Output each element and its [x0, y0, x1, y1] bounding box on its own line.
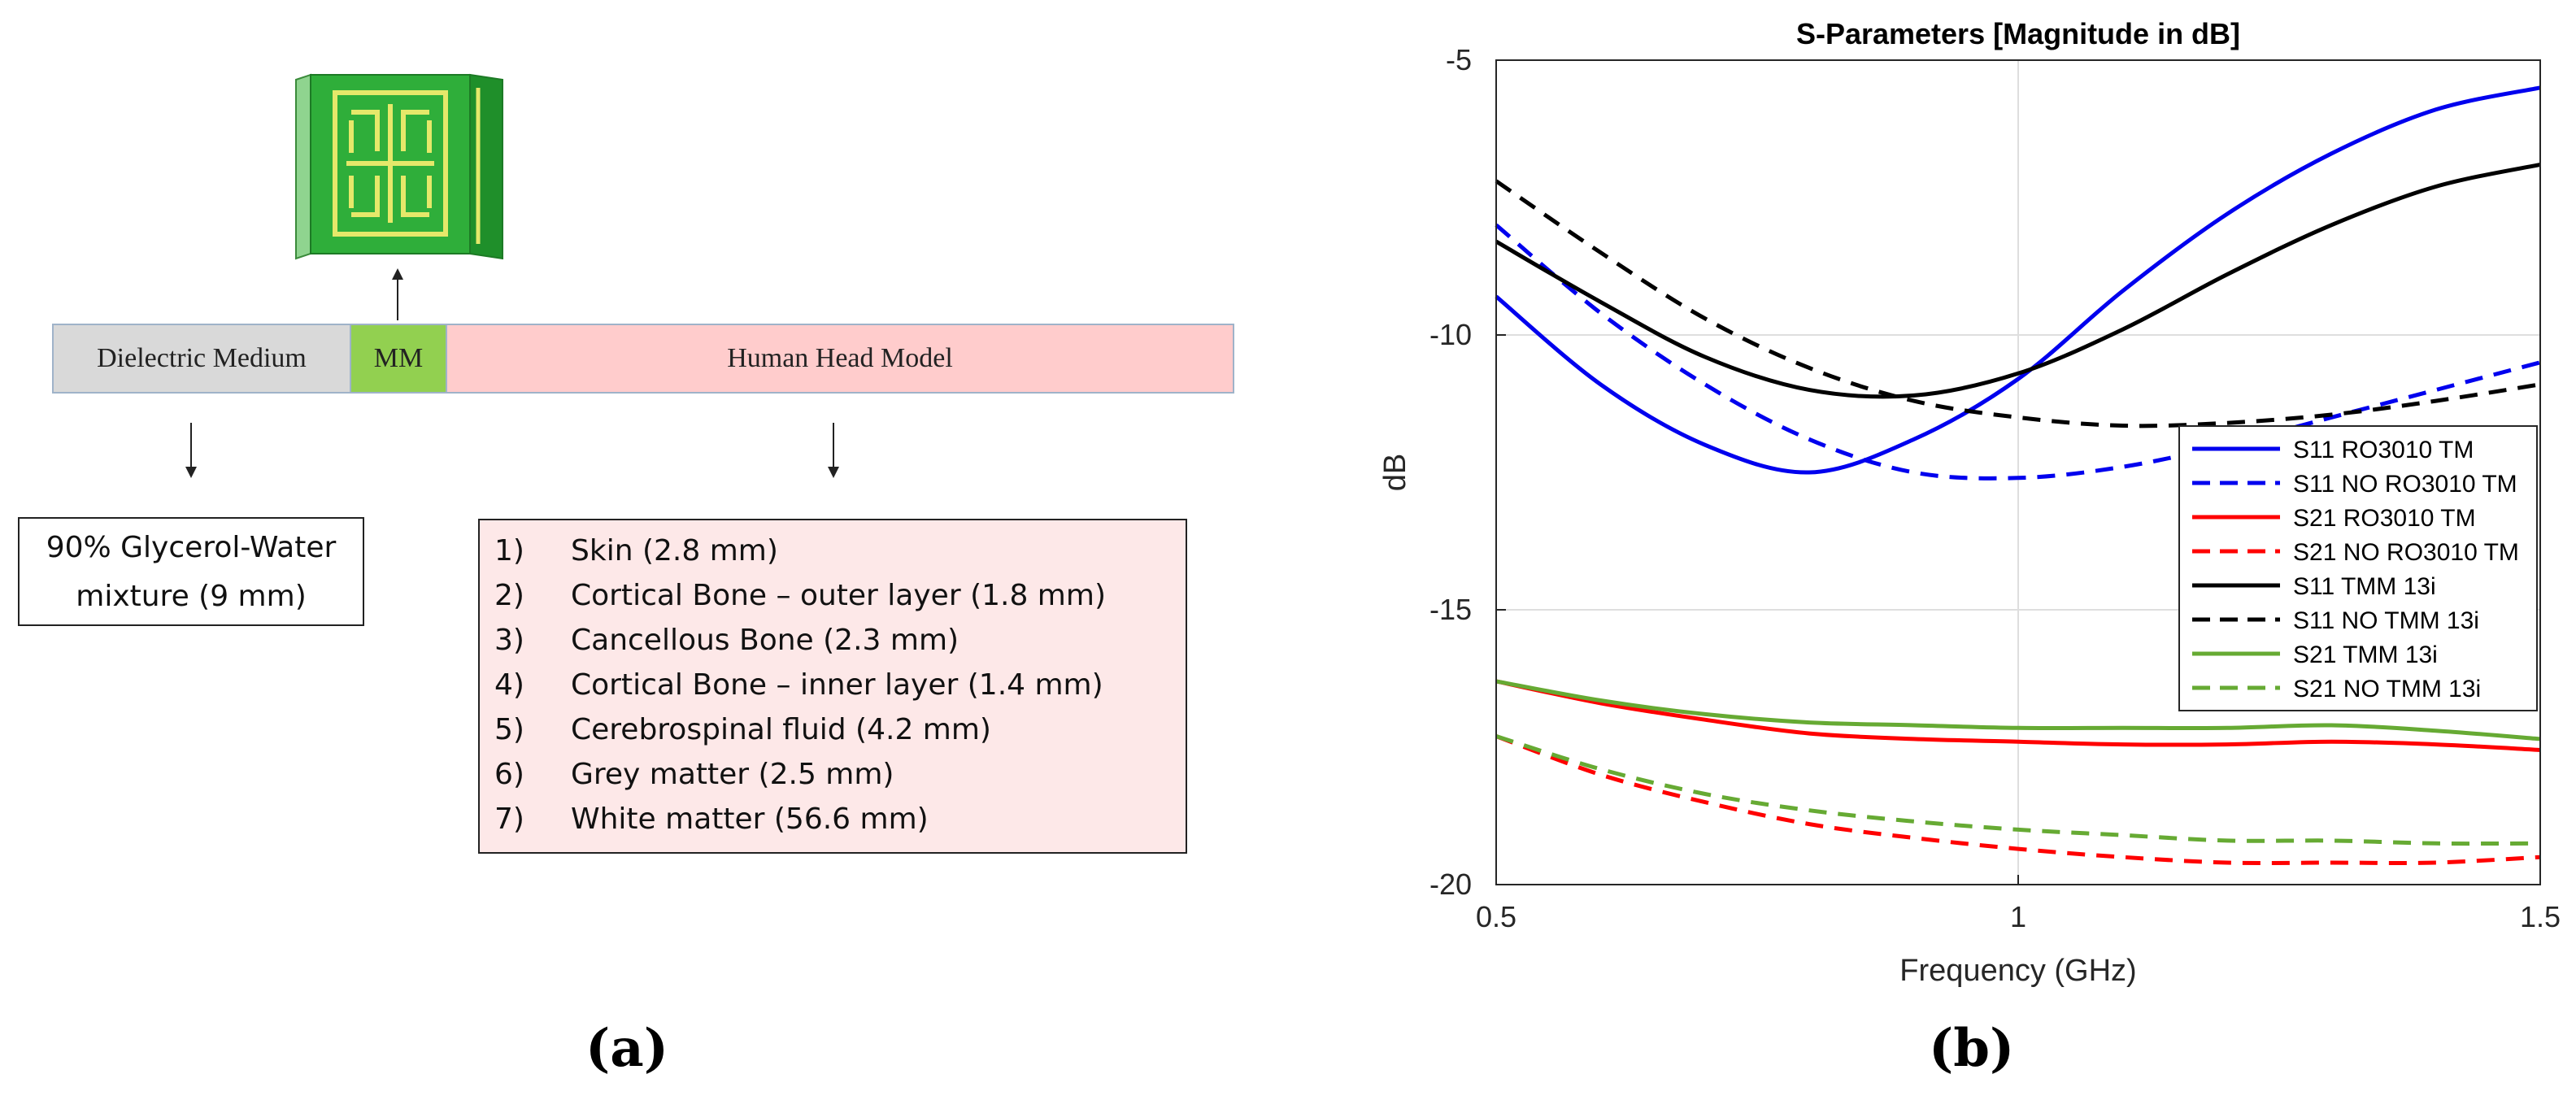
- layer-mm: MM: [350, 324, 447, 394]
- series-line-s21-no-tmm-13i: [1495, 734, 2541, 846]
- y-tick-label: -10: [1429, 318, 1472, 351]
- panel-b: 0.5 1 1.5 -20 -15 -10 -5 S-Parameters [Magnitu…: [1301, 0, 2576, 1109]
- tissue-number: 6): [494, 758, 524, 791]
- layer-human-head-model: Human Head Model: [446, 324, 1234, 394]
- head-tissue-list: 1) Skin (2.8 mm) 2) Cortical Bone – outer …: [478, 519, 1187, 854]
- tissue-item: 4) Cortical Bone – inner layer (1.4 mm): [494, 663, 1186, 707]
- tissue-number: 2): [494, 579, 524, 612]
- x-tick-label: 1: [2010, 900, 2026, 933]
- legend-entry: S21 NO TMM 13i: [2293, 676, 2481, 702]
- y-tick-label: -15: [1429, 593, 1472, 626]
- legend-entry: S11 RO3010 TM: [2293, 437, 2474, 463]
- y-axis-label: dB: [1378, 454, 1412, 491]
- glycerol-line-1: 90% Glycerol-Water: [46, 531, 337, 564]
- tissue-number: 7): [494, 802, 524, 836]
- chart-title: S-Parameters [Magnitude in dB]: [1796, 17, 2240, 50]
- legend-entry: S11 NO RO3010 TM: [2293, 471, 2517, 498]
- tissue-number: 3): [494, 624, 524, 657]
- tissue-item: 2) Cortical Bone – outer layer (1.8 mm): [494, 573, 1186, 618]
- series-line-s11-ro3010-tm: [1495, 85, 2541, 475]
- y-tick-label: -20: [1429, 868, 1472, 901]
- s-parameter-chart: 0.5 1 1.5 -20 -15 -10 -5 S-Parameters [Magnitu…: [1378, 17, 2561, 988]
- tissue-text: Cancellous Bone (2.3 mm): [571, 624, 959, 657]
- tissue-number: 5): [494, 713, 524, 746]
- metamaterial-unit-cell-icon: [295, 73, 503, 260]
- tissue-text: Cerebrospinal fluid (4.2 mm): [571, 713, 991, 746]
- series-line-s11-tmm-13i: [1495, 162, 2541, 399]
- legend-entry: S21 NO RO3010 TM: [2293, 539, 2519, 566]
- legend-entry: S21 RO3010 TM: [2293, 505, 2476, 532]
- panel-b-label: (b): [1929, 1018, 2015, 1079]
- panel-a: Dielectric Medium MM Human Head Model 90…: [0, 0, 1268, 1109]
- layer-dielectric-medium: Dielectric Medium: [52, 324, 351, 394]
- tissue-text: White matter (56.6 mm): [571, 802, 929, 836]
- legend: S11 RO3010 TM S11 NO RO3010 TM S21 RO3010 …: [2178, 425, 2538, 711]
- glycerol-water-box: 90% Glycerol-Water mixture (9 mm): [18, 517, 364, 626]
- y-tick-label: -5: [1446, 43, 1472, 76]
- tissue-item: 7) White matter (56.6 mm): [494, 797, 1186, 842]
- tissue-text: Cortical Bone – inner layer (1.4 mm): [571, 668, 1103, 702]
- x-tick-label: 1.5: [2520, 900, 2561, 933]
- tissue-text: Skin (2.8 mm): [571, 534, 778, 568]
- tissue-number: 4): [494, 668, 524, 702]
- series-line-s11-no-tmm-13i: [1495, 179, 2541, 428]
- glycerol-line-2: mixture (9 mm): [76, 580, 307, 613]
- dielectric-down-arrow: [190, 423, 192, 468]
- panel-a-label: (a): [585, 1018, 669, 1079]
- legend-entry: S11 NO TMM 13i: [2293, 607, 2479, 634]
- series-line-s21-ro3010-tm: [1495, 679, 2541, 752]
- x-axis-label: Frequency (GHz): [1899, 954, 2136, 988]
- head-down-arrow: [833, 423, 834, 468]
- tissue-item: 3) Cancellous Bone (2.3 mm): [494, 618, 1186, 663]
- dielectric-down-arrow-head: [185, 467, 197, 478]
- series-line-s21-no-ro3010-tm: [1495, 734, 2541, 865]
- legend-box: [2178, 425, 2538, 711]
- tissue-text: Grey matter (2.5 mm): [571, 758, 894, 791]
- tissue-text: Cortical Bone – outer layer (1.8 mm): [571, 579, 1106, 612]
- x-tick-label: 0.5: [1476, 900, 1516, 933]
- mm-up-arrow-head: [392, 268, 403, 280]
- head-down-arrow-head: [828, 467, 839, 478]
- legend-entry: S11 TMM 13i: [2293, 573, 2436, 600]
- mm-up-arrow: [397, 276, 398, 320]
- tissue-item: 1) Skin (2.8 mm): [494, 528, 1186, 573]
- legend-entry: S21 TMM 13i: [2293, 641, 2438, 668]
- tissue-number: 1): [494, 534, 524, 568]
- series-line-s21-tmm-13i: [1495, 679, 2541, 742]
- tissue-item: 5) Cerebrospinal fluid (4.2 mm): [494, 707, 1186, 752]
- tissue-item: 6) Grey matter (2.5 mm): [494, 752, 1186, 797]
